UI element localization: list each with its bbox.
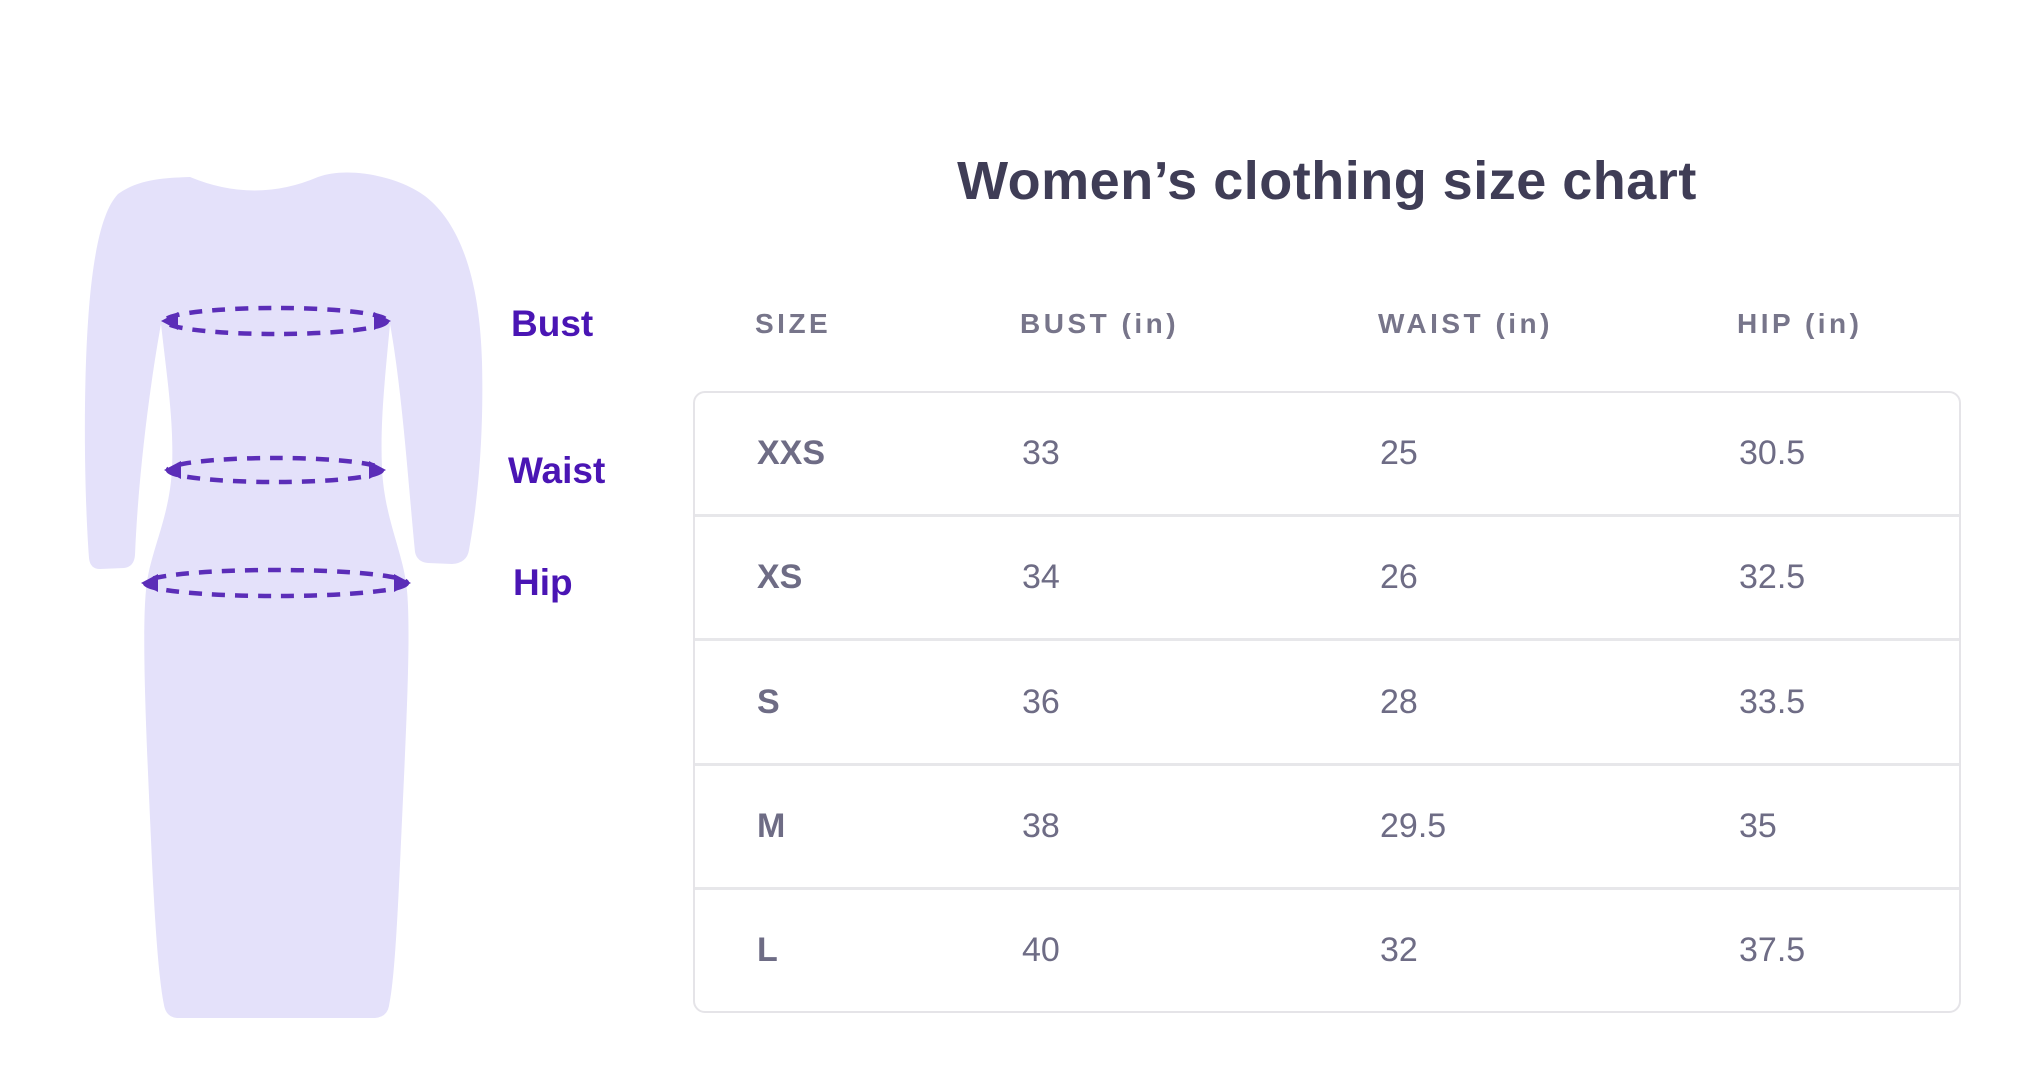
table-row: M 38 29.5 35 — [695, 762, 1959, 887]
waist-measure-line — [164, 455, 386, 485]
waist-cell: 26 — [1380, 558, 1418, 597]
bust-cell: 38 — [1022, 806, 1060, 845]
bust-cell: 33 — [1022, 434, 1060, 473]
header-size: SIZE — [755, 308, 832, 339]
size-cell: M — [757, 806, 786, 845]
bust-cell: 36 — [1022, 682, 1060, 721]
bust-measure-line — [161, 305, 391, 337]
table-header-row: SIZE BUST (in) WAIST (in) HIP (in) — [693, 303, 1961, 345]
dress-illustration — [84, 172, 483, 1018]
hip-cell: 37.5 — [1739, 930, 1806, 969]
bust-cell: 34 — [1022, 558, 1060, 597]
size-cell: S — [757, 682, 780, 721]
hip-measure-line — [141, 567, 411, 599]
size-cell: L — [757, 930, 778, 969]
header-waist: WAIST (in) — [1378, 308, 1553, 339]
size-cell: XXS — [757, 434, 826, 473]
waist-cell: 25 — [1380, 434, 1418, 473]
table-row: XS 34 26 32.5 — [695, 514, 1959, 638]
waist-label: Waist — [508, 450, 606, 491]
hip-cell: 33.5 — [1739, 682, 1806, 721]
table-row: S 36 28 33.5 — [695, 638, 1959, 762]
waist-cell: 32 — [1380, 930, 1418, 969]
bust-label: Bust — [511, 303, 594, 344]
bust-cell: 40 — [1022, 930, 1060, 969]
table-row: XXS 33 25 30.5 — [695, 393, 1959, 514]
header-hip: HIP (in) — [1737, 308, 1863, 339]
header-bust: BUST (in) — [1020, 308, 1180, 339]
hip-cell: 32.5 — [1739, 558, 1806, 597]
size-cell: XS — [757, 558, 803, 597]
waist-cell: 29.5 — [1380, 806, 1447, 845]
table-row: L 40 32 37.5 — [695, 886, 1959, 1011]
page-title: Women’s clothing size chart — [957, 151, 1697, 211]
hip-label: Hip — [513, 562, 573, 603]
hip-cell: 35 — [1739, 806, 1777, 845]
waist-cell: 28 — [1380, 682, 1418, 721]
size-table: XXS 33 25 30.5 XS 34 26 32.5 S 36 28 33.… — [693, 391, 1961, 1013]
hip-cell: 30.5 — [1739, 434, 1806, 473]
measurement-lines — [141, 305, 411, 599]
